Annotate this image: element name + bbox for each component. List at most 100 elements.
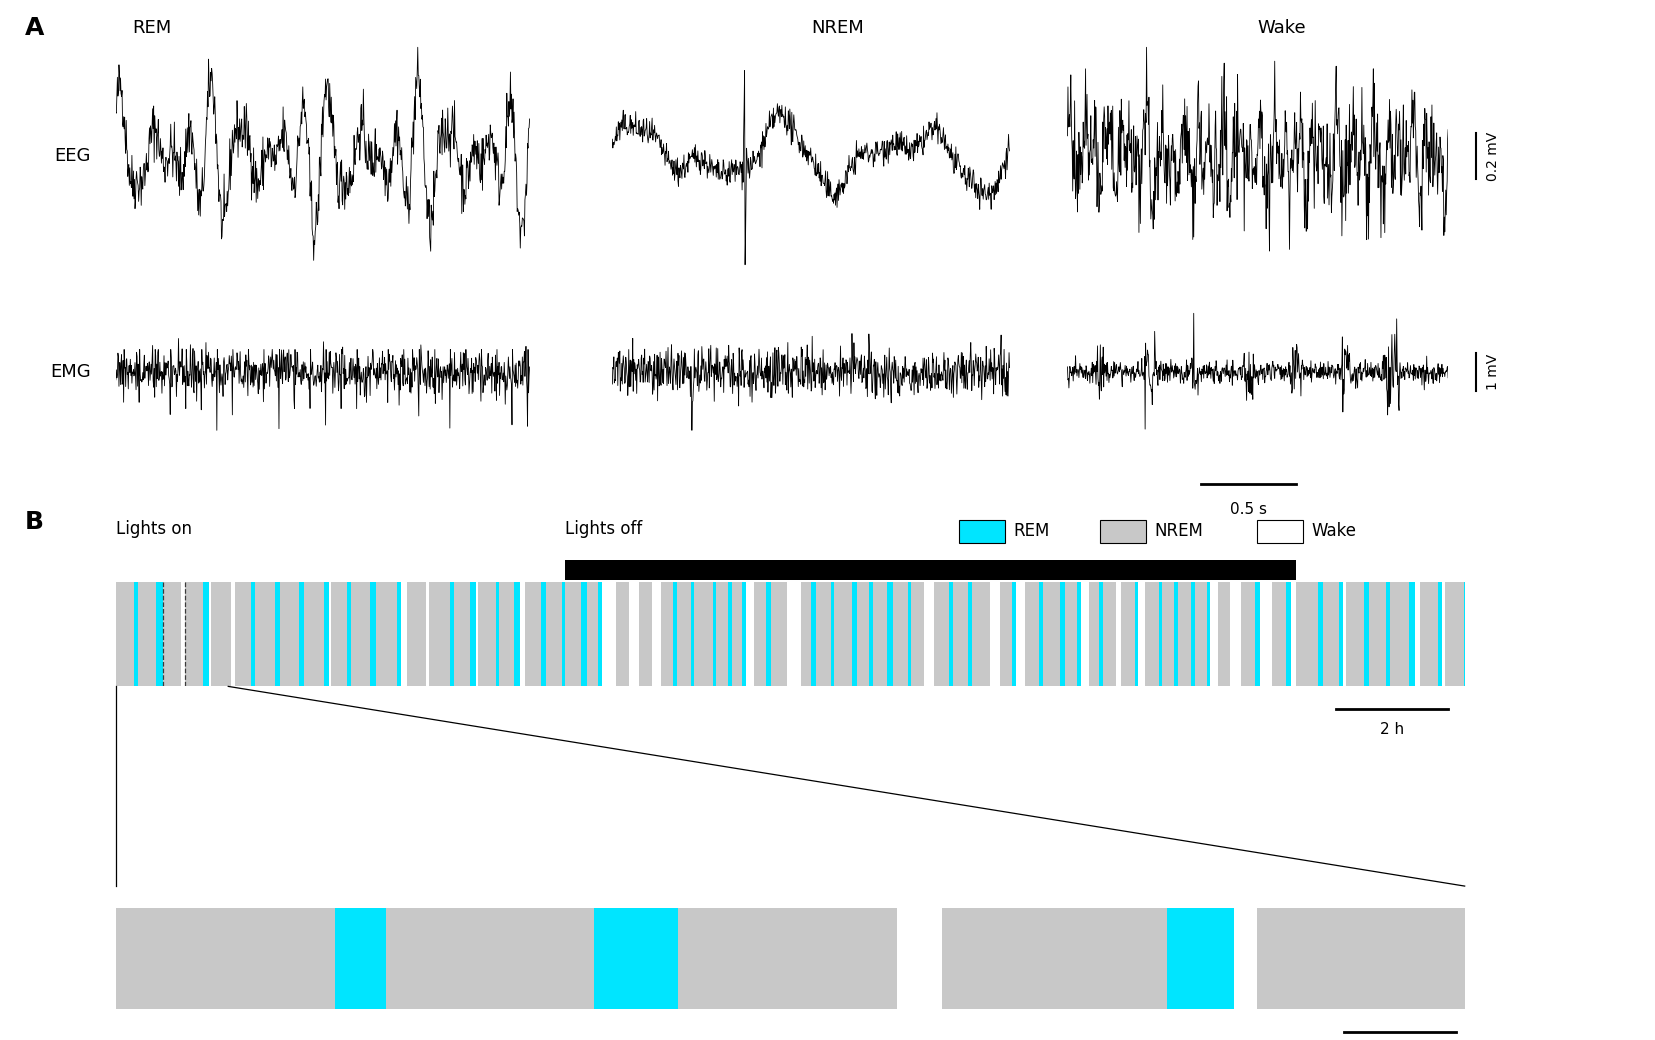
Bar [693,582,713,686]
Bar [1158,582,1162,686]
Bar [324,582,329,686]
Bar [616,582,629,686]
Bar [942,908,1167,1009]
Bar [679,908,897,1009]
Bar [692,582,693,686]
Bar [348,582,351,686]
Bar [1145,582,1158,686]
Bar [1442,582,1445,686]
Text: A: A [25,16,45,40]
Bar [1286,582,1291,686]
Bar [116,582,134,686]
Bar [933,582,948,686]
Bar [300,582,303,686]
Bar [116,560,566,580]
Text: Lights on: Lights on [116,520,192,538]
Bar [1122,582,1135,686]
Bar [1291,582,1296,686]
Bar [968,582,971,686]
Bar [594,908,679,1009]
Bar [1066,582,1077,686]
Bar [275,582,280,686]
Bar [1445,582,1465,686]
Bar [478,582,496,686]
Bar [1000,582,1013,686]
Bar [1043,582,1061,686]
Bar [1104,582,1115,686]
Text: EEG: EEG [55,147,91,165]
Bar [156,582,162,686]
Bar [331,582,348,686]
Bar [1364,582,1369,686]
Bar [1178,582,1192,686]
Bar [1206,582,1210,686]
Bar [1408,582,1415,686]
Bar [496,582,498,686]
Bar [755,582,766,686]
Bar [816,582,831,686]
Bar [892,582,909,686]
Bar [869,582,872,686]
Bar [1026,582,1039,686]
Bar [831,582,834,686]
Bar [834,582,852,686]
Text: B: B [25,510,43,534]
Bar [1162,582,1173,686]
Bar [1115,582,1122,686]
Bar [1241,582,1254,686]
Bar [1218,582,1230,686]
Bar [280,582,300,686]
Bar [1077,582,1081,686]
Text: NREM: NREM [811,19,864,36]
Bar [1135,582,1139,686]
Text: 2 h: 2 h [1380,722,1403,736]
Bar [520,582,525,686]
Text: 1 mV: 1 mV [1486,354,1499,390]
Bar [746,582,755,686]
Bar [713,582,717,686]
Bar [329,582,331,686]
Bar [652,582,662,686]
Bar [386,908,594,1009]
Bar [427,582,429,686]
Bar [1192,582,1195,686]
Bar [923,582,933,686]
Bar [1385,582,1390,686]
Bar [1259,582,1271,686]
Bar [1256,908,1465,1009]
Bar [470,582,475,686]
Text: EMG: EMG [50,363,91,381]
Bar [717,582,728,686]
Bar [771,582,788,686]
Bar [788,582,801,686]
Bar [180,582,185,686]
Bar [1230,582,1241,686]
Bar [1195,582,1206,686]
Bar [1016,582,1026,686]
Bar [252,582,255,686]
Bar [766,582,771,686]
Bar [1346,582,1364,686]
Bar [450,582,455,686]
Bar [629,582,639,686]
Bar [1173,582,1178,686]
Bar [1390,582,1408,686]
Bar [581,582,588,686]
Text: REM: REM [1013,522,1049,541]
Bar [1271,582,1286,686]
Bar [662,582,672,686]
Bar [1296,560,1465,580]
Bar [887,582,892,686]
Bar [1081,582,1089,686]
Bar [134,582,139,686]
Bar [563,582,564,686]
Text: Lights off: Lights off [566,520,642,538]
Bar [230,582,235,686]
Text: Wake: Wake [1258,19,1306,36]
Bar [369,582,376,686]
Bar [515,582,520,686]
Bar [953,582,968,686]
Bar [204,582,209,686]
Bar [541,582,546,686]
Bar [209,582,210,686]
